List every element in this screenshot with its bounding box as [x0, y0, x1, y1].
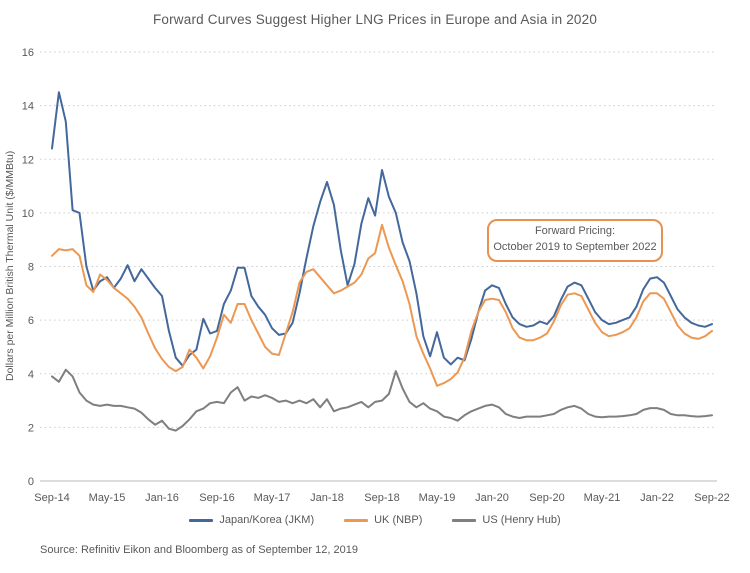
legend-item-henry-hub: US (Henry Hub)	[452, 514, 561, 526]
svg-text:Jan-22: Jan-22	[640, 492, 674, 504]
henry-hub-line-swatch	[452, 518, 477, 522]
nbp-line-swatch	[344, 518, 369, 522]
svg-text:Sep-16: Sep-16	[199, 492, 234, 504]
annotation-line-1: Forward Pricing:	[534, 225, 616, 237]
svg-text:4: 4	[28, 369, 34, 381]
svg-text:6: 6	[28, 315, 34, 327]
forward-pricing-annotation-box: Forward Pricing: October 2019 to Septemb…	[487, 219, 663, 262]
jkm-line-swatch	[189, 518, 214, 522]
svg-text:10: 10	[22, 208, 34, 220]
svg-text:Jan-20: Jan-20	[475, 492, 509, 504]
y-axis-title: Dollars per Million British Thermal Unit…	[4, 150, 16, 382]
legend-label-jkm: Japan/Korea (JKM)	[219, 514, 315, 526]
svg-text:May-17: May-17	[254, 492, 291, 504]
svg-text:0: 0	[28, 476, 34, 488]
svg-text:May-15: May-15	[89, 492, 126, 504]
svg-text:16: 16	[22, 47, 34, 59]
svg-text:8: 8	[28, 262, 34, 274]
svg-text:May-19: May-19	[419, 492, 456, 504]
svg-text:Jan-18: Jan-18	[310, 492, 344, 504]
chart-title: Forward Curves Suggest Higher LNG Prices…	[152, 12, 598, 27]
svg-text:Jan-16: Jan-16	[145, 492, 179, 504]
legend-label-nbp: UK (NBP)	[374, 514, 423, 526]
svg-text:Sep-14: Sep-14	[34, 492, 69, 504]
legend-item-jkm: Japan/Korea (JKM)	[189, 514, 314, 526]
svg-text:Sep-22: Sep-22	[694, 492, 729, 504]
svg-text:12: 12	[22, 154, 34, 166]
svg-text:14: 14	[22, 101, 34, 113]
svg-text:Sep-18: Sep-18	[364, 492, 399, 504]
svg-text:May-21: May-21	[584, 492, 621, 504]
annotation-line-2: October 2019 to September 2022	[493, 240, 657, 253]
legend: Japan/Korea (JKM) UK (NBP) US (Henry Hub…	[0, 514, 750, 526]
legend-item-nbp: UK (NBP)	[344, 514, 422, 526]
svg-text:2: 2	[28, 422, 34, 434]
svg-text:Sep-20: Sep-20	[529, 492, 564, 504]
source-note: Source: Refinitiv Eikon and Bloomberg as…	[40, 544, 358, 556]
legend-label-henry-hub: US (Henry Hub)	[482, 514, 561, 526]
